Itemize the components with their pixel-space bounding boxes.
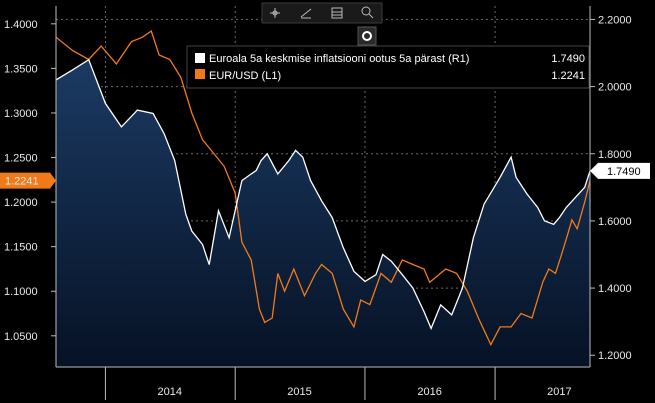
left-tick-label: 1.4000 — [4, 19, 38, 31]
inflation-area-fill — [56, 59, 590, 367]
legend: Euroala 5a keskmise inflatsiooni ootus 5… — [186, 26, 590, 89]
right-tick-label: 1.2000 — [598, 350, 632, 362]
inflation-line — [56, 58, 590, 331]
record-icon — [362, 31, 372, 41]
chart-toolbar — [261, 2, 383, 24]
legend-value-eurusd: 1.2241 — [551, 70, 585, 82]
left-tick-label: 1.3000 — [4, 108, 38, 120]
legend-item-inflation: Euroala 5a keskmise inflatsiooni ootus 5… — [195, 53, 585, 65]
crosshair-icon[interactable] — [270, 8, 280, 18]
right-tick-label: 1.4000 — [598, 283, 632, 295]
inflation-area — [56, 59, 590, 367]
left-tick-label: 1.2500 — [4, 153, 38, 165]
zoom-icon[interactable] — [361, 6, 374, 19]
draw-line-icon[interactable] — [300, 8, 312, 19]
x-tick-label: 2017 — [547, 386, 571, 398]
left-tick-label: 1.3500 — [4, 63, 38, 75]
series-lines — [56, 29, 590, 347]
right-tick-label: 2.2000 — [598, 14, 632, 26]
legend-item-eurusd: EUR/USD (L1) 1.2241 — [195, 69, 585, 82]
left-tick-label: 1.0500 — [4, 331, 38, 343]
x-axis-ticks: 2014 2015 2016 2017 — [158, 386, 572, 398]
legend-toggle-button[interactable] — [357, 26, 377, 46]
legend-value-inflation: 1.7490 — [551, 53, 585, 65]
inflation-last-value-label: 1.7490 — [607, 166, 641, 178]
legend-swatch-eurusd — [195, 69, 205, 79]
left-tick-label: 1.1000 — [4, 286, 38, 298]
left-axis-ticks: 1.4000 1.3500 1.3000 1.2500 1.2000 1.1500 1.10… — [4, 19, 56, 343]
legend-label-inflation: Euroala 5a keskmise inflatsiooni ootus 5… — [209, 53, 469, 65]
x-tick-label: 2015 — [287, 386, 311, 398]
table-icon[interactable] — [331, 7, 343, 19]
left-tick-label: 1.1500 — [4, 242, 38, 254]
right-tick-label: 1.6000 — [598, 216, 632, 228]
eurusd-last-value-label: 1.2241 — [5, 176, 39, 188]
right-tick-label: 1.8000 — [598, 149, 632, 161]
x-axis-tick-marks — [104, 367, 496, 400]
inflation-last-value-marker: 1.7490 — [590, 162, 650, 179]
eurusd-line — [56, 29, 590, 347]
legend-label-eurusd: EUR/USD (L1) — [209, 70, 281, 82]
right-axis-ticks: 2.2000 2.0000 1.8000 1.6000 1.4000 1.2000 — [590, 14, 632, 362]
eurusd-last-value-marker: 1.2241 — [0, 172, 56, 189]
legend-swatch-inflation — [195, 53, 205, 63]
x-tick-label: 2016 — [417, 386, 441, 398]
x-tick-label: 2014 — [158, 386, 182, 398]
left-tick-label: 1.2000 — [4, 197, 38, 209]
right-tick-label: 2.0000 — [598, 82, 632, 94]
